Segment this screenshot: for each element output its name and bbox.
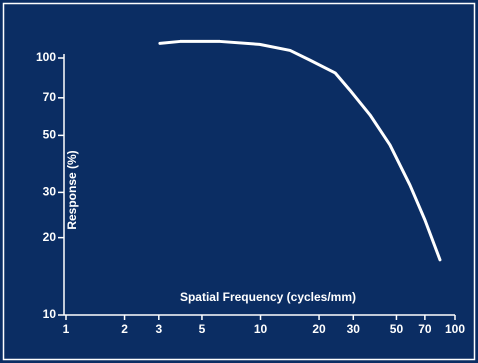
y-tick-label: 70 — [43, 90, 57, 104]
y-tick-label: 50 — [43, 128, 57, 142]
x-tick-label: 20 — [312, 322, 326, 336]
y-tick-label: 30 — [43, 185, 57, 199]
x-tick-label: 3 — [155, 322, 162, 336]
line-series — [158, 39, 442, 262]
x-tick-label: 1 — [63, 322, 70, 336]
y-tick-label: 10 — [43, 307, 57, 321]
x-axis-label: Spatial Frequency (cycles/mm) — [180, 290, 356, 304]
x-tick-label: 2 — [121, 322, 128, 336]
x-tick-label: 50 — [390, 322, 404, 336]
y-tick-label: 100 — [36, 50, 56, 64]
x-tick-label: 10 — [254, 322, 268, 336]
x-tick-label: 100 — [445, 322, 465, 336]
x-tick-label: 70 — [418, 322, 432, 336]
y-axis-label: Response (%) — [65, 150, 79, 229]
x-tick-label: 5 — [199, 322, 206, 336]
y-tick-label: 20 — [43, 230, 57, 244]
x-tick-label: 30 — [347, 322, 361, 336]
